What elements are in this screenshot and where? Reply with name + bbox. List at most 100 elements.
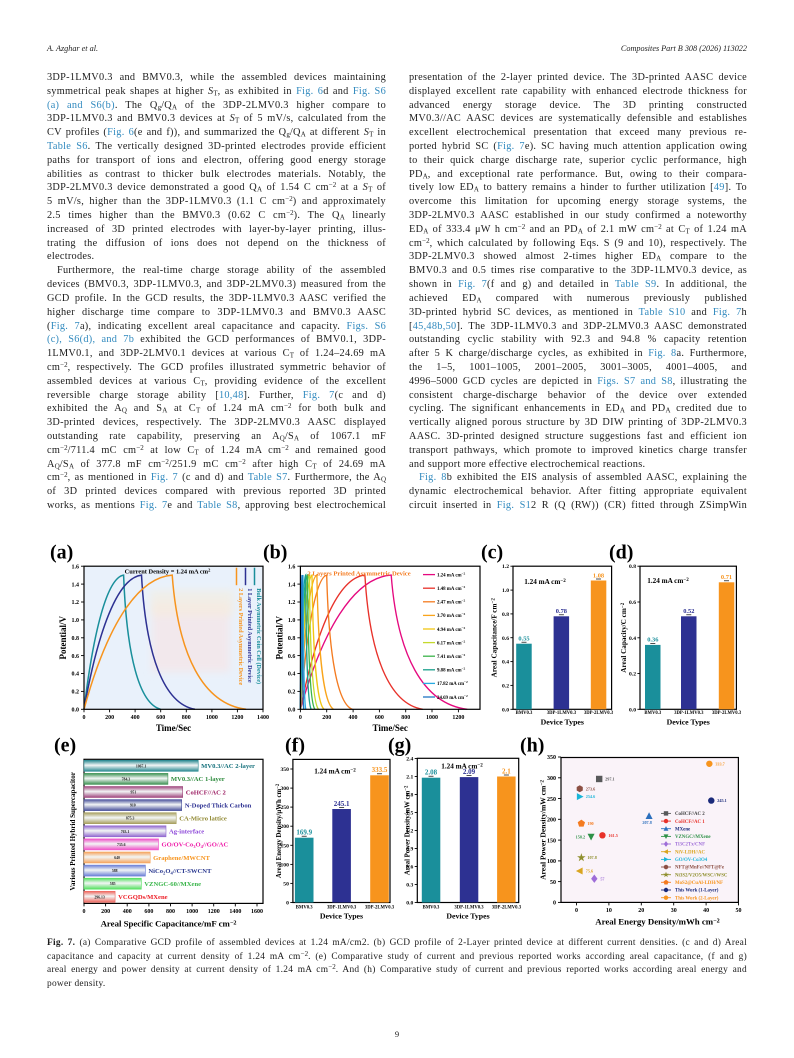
svg-text:1400: 1400 <box>257 715 269 721</box>
svg-text:4.94 mA cm−2: 4.94 mA cm−2 <box>437 626 466 633</box>
svg-text:1400: 1400 <box>229 909 241 915</box>
svg-text:200: 200 <box>101 909 110 915</box>
svg-text:0.8: 0.8 <box>72 636 80 642</box>
svg-text:3DP-2LMV0.3: 3DP-2LMV0.3 <box>365 906 395 911</box>
svg-text:2.1: 2.1 <box>406 775 413 781</box>
svg-text:3DP-1LMV0.3: 3DP-1LMV0.3 <box>674 711 704 716</box>
svg-text:1.2: 1.2 <box>502 564 509 570</box>
svg-text:GO/OV-Co3O4//GO/AC: GO/OV-Co3O4//GO/AC <box>161 842 228 849</box>
svg-text:800: 800 <box>182 715 191 721</box>
svg-text:NiV-LDH//AC: NiV-LDH//AC <box>675 850 706 855</box>
svg-text:3DP-1LMV0.3: 3DP-1LMV0.3 <box>454 906 484 911</box>
svg-text:BMV0.3: BMV0.3 <box>423 906 440 911</box>
svg-text:1.2: 1.2 <box>288 600 296 606</box>
svg-text:3DP-1LMV0.3: 3DP-1LMV0.3 <box>547 711 577 716</box>
svg-text:0.0: 0.0 <box>406 901 413 907</box>
svg-text:0.36: 0.36 <box>647 637 659 644</box>
svg-text:1.24 mA cm−2: 1.24 mA cm−2 <box>314 768 356 776</box>
svg-text:350: 350 <box>281 767 290 773</box>
svg-text:CA-Micro lattice: CA-Micro lattice <box>179 815 227 822</box>
svg-text:Potential/V: Potential/V <box>58 616 68 660</box>
svg-text:200: 200 <box>105 715 114 721</box>
svg-text:0: 0 <box>553 901 556 907</box>
svg-text:NiCo2O4//CT-SWCNT: NiCo2O4//CT-SWCNT <box>148 868 212 875</box>
svg-text:400: 400 <box>131 715 140 721</box>
svg-text:Areal Energy Density/μWh cm−2: Areal Energy Density/μWh cm−2 <box>276 783 283 878</box>
svg-text:585: 585 <box>110 882 116 886</box>
svg-text:57: 57 <box>600 876 604 881</box>
svg-text:1.0: 1.0 <box>502 588 509 594</box>
svg-text:BMV0.3: BMV0.3 <box>516 711 533 716</box>
svg-text:Device Types: Device Types <box>446 911 489 920</box>
svg-text:(a): (a) <box>50 542 73 564</box>
svg-text:Various Printed Hybrid Superca: Various Printed Hybrid Supercapacitor <box>69 772 77 890</box>
svg-text:(b): (b) <box>263 542 287 564</box>
svg-text:0.52: 0.52 <box>683 608 694 615</box>
svg-text:0: 0 <box>299 715 302 721</box>
svg-text:2 Layers Printed Asymmetric De: 2 Layers Printed Asymmetric Device <box>307 571 410 578</box>
svg-text:0.4: 0.4 <box>72 672 80 678</box>
svg-text:3DP-2LMV0.3: 3DP-2LMV0.3 <box>492 906 522 911</box>
svg-text:Ag-interface: Ag-interface <box>169 829 204 836</box>
svg-text:0.6: 0.6 <box>288 654 296 660</box>
svg-text:2.1: 2.1 <box>502 767 511 775</box>
svg-text:254.6: 254.6 <box>586 794 595 799</box>
svg-text:Ni3S2/V2O5/WSC//WSC: Ni3S2/V2O5/WSC//WSC <box>675 873 728 878</box>
svg-text:Areal Power Density/mW cm−2: Areal Power Density/mW cm−2 <box>539 780 548 880</box>
svg-text:CoHCF//AC 1: CoHCF//AC 1 <box>675 820 705 825</box>
svg-text:1.48 mA cm−2: 1.48 mA cm−2 <box>437 585 466 592</box>
svg-text:1.08: 1.08 <box>593 572 604 579</box>
svg-text:1200: 1200 <box>208 909 220 915</box>
svg-text:0.4: 0.4 <box>502 660 509 666</box>
svg-text:Time/Sec: Time/Sec <box>373 723 408 733</box>
svg-text:0.78: 0.78 <box>556 608 567 615</box>
svg-text:Current Density = 1.24 mA cm2: Current Density = 1.24 mA cm2 <box>125 568 211 576</box>
svg-text:250: 250 <box>281 805 290 811</box>
svg-text:800: 800 <box>401 715 410 721</box>
svg-text:Bulk Asymmetric Coin Cell (Dev: Bulk Asymmetric Coin Cell (Device) <box>255 588 262 684</box>
svg-text:Potential/V: Potential/V <box>274 616 284 660</box>
svg-text:1200: 1200 <box>452 715 464 721</box>
svg-text:910: 910 <box>130 804 136 808</box>
svg-text:150: 150 <box>281 843 290 849</box>
svg-text:0.6: 0.6 <box>629 600 636 606</box>
svg-text:Device Types: Device Types <box>667 718 710 727</box>
svg-text:(c): (c) <box>481 542 503 564</box>
svg-text:1000: 1000 <box>206 715 218 721</box>
svg-text:0.2: 0.2 <box>288 690 296 696</box>
svg-text:784.3: 784.3 <box>122 777 131 781</box>
svg-text:0.6: 0.6 <box>502 636 509 642</box>
svg-text:0.4: 0.4 <box>288 672 296 678</box>
svg-text:2.4: 2.4 <box>406 757 413 763</box>
svg-text:Areal Capacity/C cm−2: Areal Capacity/C cm−2 <box>620 602 628 672</box>
svg-text:75.6: 75.6 <box>586 869 593 874</box>
svg-text:3DP-2LMV0.3: 3DP-2LMV0.3 <box>712 711 742 716</box>
svg-text:350: 350 <box>547 755 556 761</box>
svg-text:763.1: 763.1 <box>121 830 130 834</box>
svg-text:0.6: 0.6 <box>72 654 80 660</box>
svg-text:2.09: 2.09 <box>463 768 476 776</box>
svg-text:588: 588 <box>112 869 118 873</box>
svg-text:VCGQDs/MXene: VCGQDs/MXene <box>118 894 168 901</box>
svg-text:2 Layers Printed Asymmetric De: 2 Layers Printed Asymmetric Device <box>237 588 244 685</box>
svg-text:GO/OV-Co3O4: GO/OV-Co3O4 <box>675 858 708 863</box>
svg-text:0.0: 0.0 <box>72 708 80 714</box>
svg-text:600: 600 <box>156 715 165 721</box>
svg-text:Device Types: Device Types <box>320 911 363 920</box>
svg-text:3DP-1LMV0.3: 3DP-1LMV0.3 <box>327 906 357 911</box>
svg-text:3.70 mA cm−2: 3.70 mA cm−2 <box>437 612 466 619</box>
svg-text:MXene: MXene <box>675 827 691 832</box>
svg-text:NFT@MnFe//NFT@Fe: NFT@MnFe//NFT@Fe <box>675 866 725 871</box>
svg-text:1.0: 1.0 <box>288 618 296 624</box>
svg-text:273.6: 273.6 <box>586 786 595 791</box>
svg-text:3DP-2LMV0.3: 3DP-2LMV0.3 <box>584 711 614 716</box>
svg-text:0.2: 0.2 <box>72 690 80 696</box>
svg-text:VZNGC//MXene: VZNGC//MXene <box>675 835 711 840</box>
svg-text:Areal Energy Density/mWh cm−2: Areal Energy Density/mWh cm−2 <box>595 916 719 926</box>
svg-text:200: 200 <box>322 715 331 721</box>
svg-text:735.6: 735.6 <box>117 843 126 847</box>
svg-text:0: 0 <box>83 909 86 915</box>
svg-text:1200: 1200 <box>231 715 243 721</box>
svg-text:50: 50 <box>283 881 289 887</box>
svg-text:0.2: 0.2 <box>629 672 636 678</box>
